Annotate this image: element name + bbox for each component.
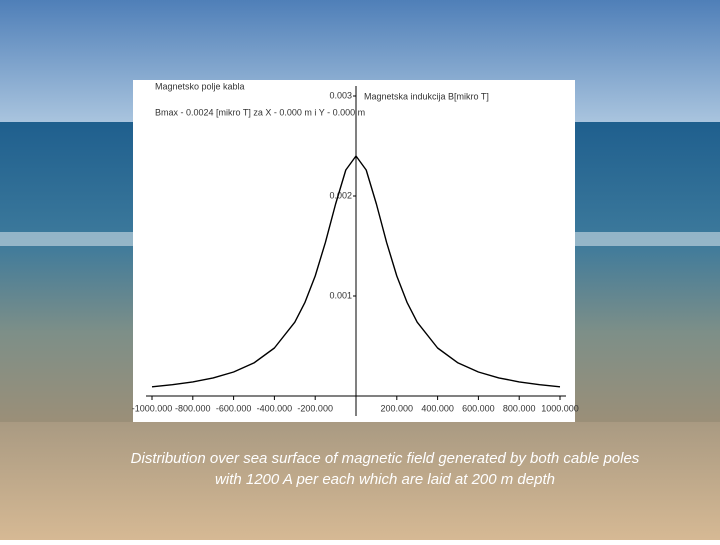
caption-line: Distribution over sea surface of magneti… bbox=[131, 450, 640, 467]
y-axis-label: Magnetska indukcija B[mikro T] bbox=[364, 91, 489, 101]
x-tick-label: -1000.000 bbox=[132, 403, 173, 413]
chart-subtitle: Bmax - 0.0024 [mikro T] za X - 0.000 m i… bbox=[155, 107, 365, 117]
chart-background bbox=[133, 80, 575, 422]
chart-title: Magnetsko polje kabla bbox=[155, 81, 245, 91]
y-tick-label: 0.001 bbox=[329, 290, 352, 300]
sand bbox=[0, 422, 720, 540]
caption-line: with 1200 A per each which are laid at 2… bbox=[215, 471, 555, 488]
x-tick-label: -400.000 bbox=[257, 403, 293, 413]
x-tick-label: -600.000 bbox=[216, 403, 252, 413]
x-tick-label: 1000.000 bbox=[541, 403, 579, 413]
x-tick-label: -800.000 bbox=[175, 403, 211, 413]
chart: Magnetsko polje kabla Bmax - 0.0024 [mik… bbox=[132, 81, 579, 416]
x-tick-label: 600.000 bbox=[462, 403, 495, 413]
x-tick-label: 200.000 bbox=[381, 403, 414, 413]
y-tick-label: 0.003 bbox=[329, 90, 352, 100]
x-tick-label: 800.000 bbox=[503, 403, 536, 413]
y-tick-label: 0.002 bbox=[329, 190, 352, 200]
data-line bbox=[151, 155, 561, 388]
x-tick-label: -200.000 bbox=[297, 403, 333, 413]
x-tick-label: 400.000 bbox=[421, 403, 454, 413]
